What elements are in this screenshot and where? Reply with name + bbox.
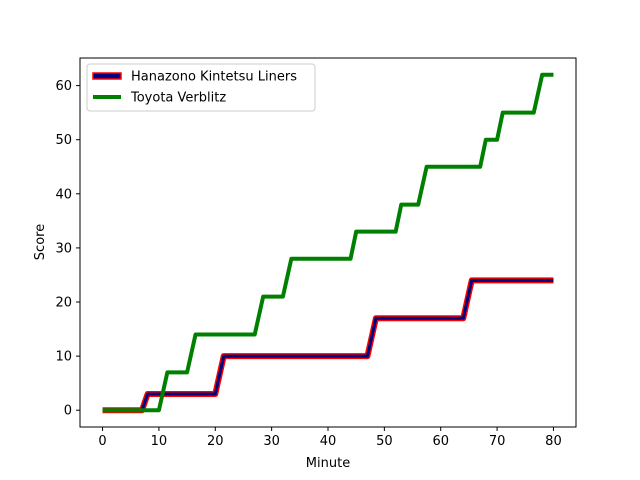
x-tick-label: 30 bbox=[263, 434, 280, 449]
legend-box bbox=[86, 63, 316, 112]
x-tick-label: 60 bbox=[432, 434, 449, 449]
y-tick-label: 60 bbox=[55, 79, 72, 94]
x-tick-label: 70 bbox=[489, 434, 506, 449]
legend-label-0: Hanazono Kintetsu Liners bbox=[131, 70, 297, 85]
x-tick-label: 20 bbox=[207, 434, 224, 449]
y-tick-label: 50 bbox=[55, 133, 72, 148]
series-line-0 bbox=[102, 278, 554, 412]
legend-label-1: Toyota Verblitz bbox=[130, 91, 226, 106]
y-tick-label: 20 bbox=[55, 296, 72, 311]
y-tick-label: 10 bbox=[55, 350, 72, 365]
x-tick-label: 50 bbox=[376, 434, 393, 449]
series-lines bbox=[102, 72, 554, 414]
series-line-1 bbox=[102, 72, 554, 413]
x-tick-label: 80 bbox=[545, 434, 562, 449]
x-tick-label: 0 bbox=[98, 434, 106, 449]
y-tick-label: 40 bbox=[55, 187, 72, 202]
plot-area bbox=[80, 58, 576, 427]
y-axis-label: Score bbox=[33, 224, 48, 260]
legend-swatch-0 bbox=[92, 72, 122, 80]
y-tick-label: 30 bbox=[55, 241, 72, 256]
y-ticks: 0 10 20 30 40 50 60 bbox=[55, 79, 80, 419]
legend: Hanazono Kintetsu Liners Toyota Verblitz bbox=[86, 63, 316, 112]
y-tick-label: 0 bbox=[64, 404, 72, 419]
x-axis-label: Minute bbox=[306, 456, 350, 471]
x-tick-label: 10 bbox=[151, 434, 168, 449]
x-ticks: 0 10 20 30 40 50 60 70 80 bbox=[98, 427, 562, 449]
x-tick-label: 40 bbox=[320, 434, 337, 449]
